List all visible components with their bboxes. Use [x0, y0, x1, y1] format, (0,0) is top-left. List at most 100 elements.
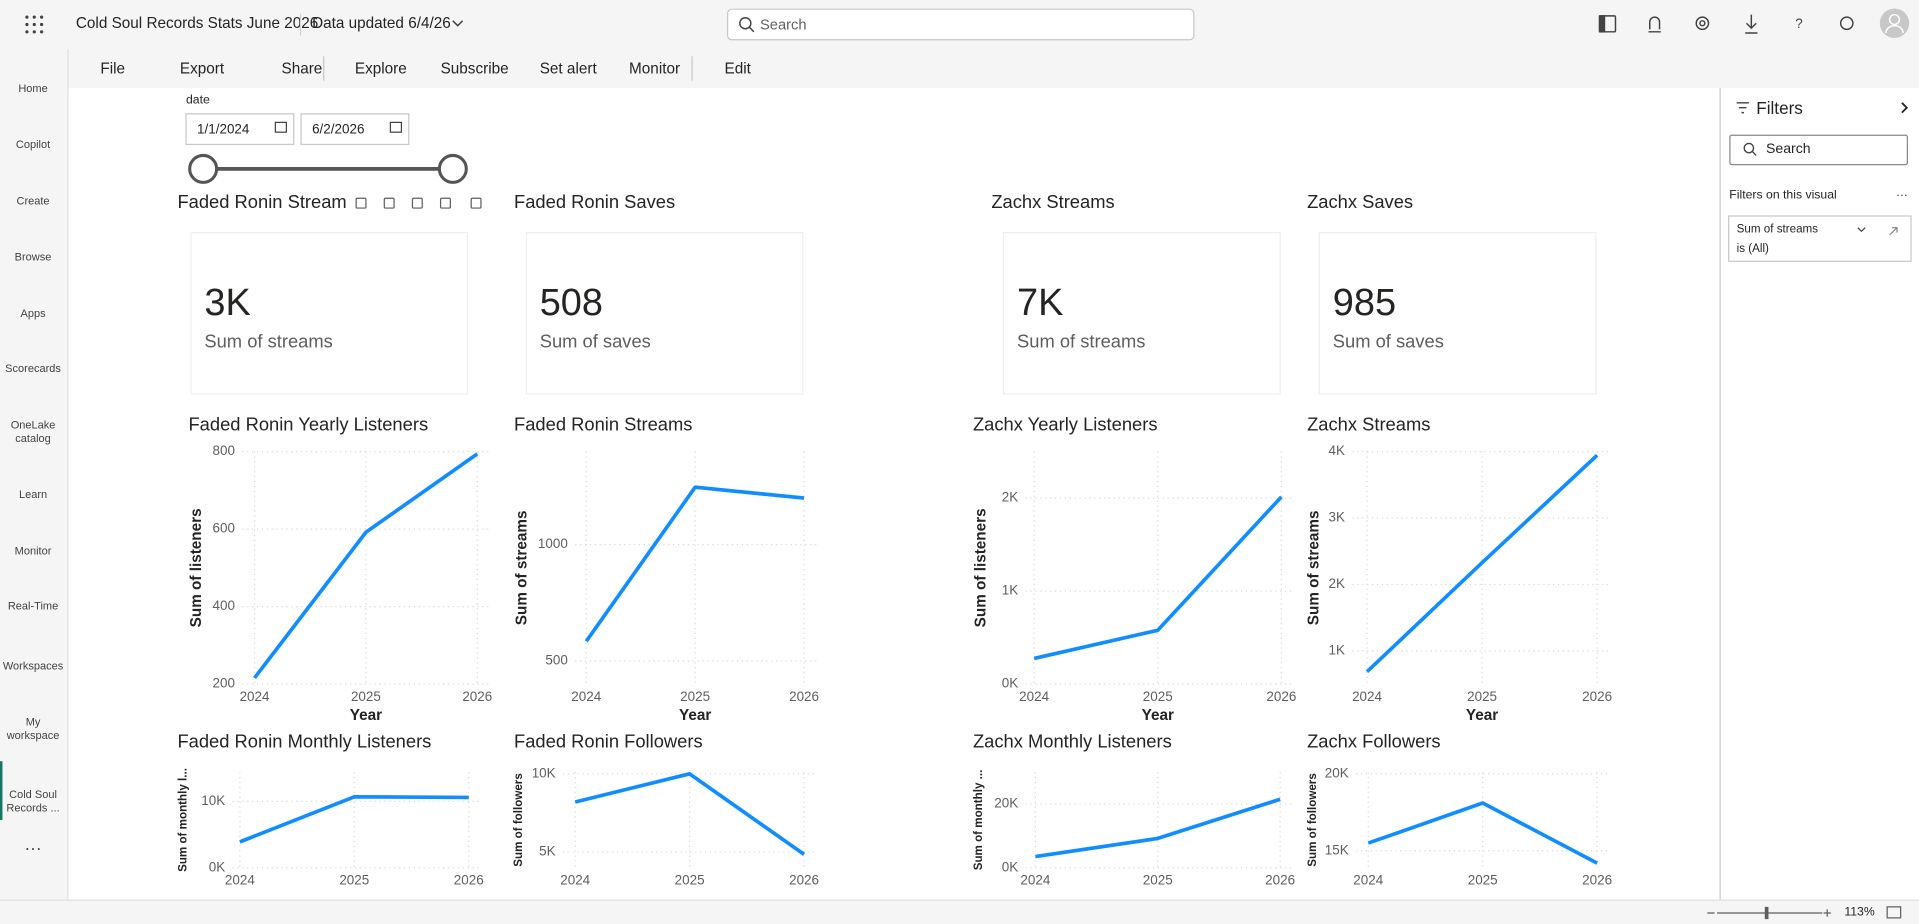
slider-handle[interactable] [188, 153, 219, 184]
top-right-icons: ? [1598, 8, 1910, 38]
share-icon[interactable] [1839, 16, 1854, 31]
x-tick-label: 2026 [1265, 873, 1295, 888]
filter-card[interactable]: Sum of streams is (All) [1728, 215, 1912, 262]
settings-icon[interactable] [1695, 16, 1710, 31]
chart-title: Zachx Yearly Listeners [973, 414, 1158, 435]
x-axis-title: Year [1142, 707, 1174, 724]
report-title[interactable]: Cold Soul Records Stats June 2026 [75, 14, 319, 32]
y-tick-label: 1K [1329, 642, 1345, 657]
y-tick-label: 5K [539, 844, 555, 859]
toolbar-button[interactable]: Monitor [629, 59, 681, 78]
visual-header-icon[interactable] [470, 197, 482, 209]
chart-title: Faded Ronin Streams [514, 414, 692, 435]
x-axis-title: Year [1466, 707, 1498, 724]
filters-search-placeholder: Search [1766, 141, 1811, 157]
search-placeholder: Search [760, 15, 807, 34]
report-page: date 1/1/2024 6/2/2026 Faded Ronin Stream 3K… [177, 93, 1612, 888]
x-tick-label: 2024 [560, 873, 590, 888]
nav-label[interactable]: Scorecards [5, 362, 61, 375]
filter-icon [1736, 102, 1749, 114]
more-options[interactable]: … [1895, 186, 1908, 200]
download-icon[interactable] [1745, 14, 1758, 34]
toolbar-button[interactable]: Share [281, 59, 323, 78]
x-axis-title: Year [679, 707, 711, 724]
toolbar-button[interactable]: File [100, 59, 126, 78]
nav-label[interactable]: Real-Time [7, 599, 59, 612]
nav-label[interactable]: Monitor [14, 544, 52, 557]
card [1002, 231, 1281, 395]
left-nav: Home Copilot Create Browse Apps Scorecards One… [0, 48, 69, 900]
search-box[interactable]: Search [726, 8, 1195, 41]
nav-label[interactable]: Apps [20, 307, 46, 320]
calendar-icon[interactable] [274, 121, 287, 133]
card-label: Sum of streams [204, 331, 332, 352]
x-tick-label: 2025 [339, 873, 369, 888]
y-tick-label: 10K [532, 765, 556, 780]
x-tick-label: 2025 [1143, 873, 1173, 888]
nav-label[interactable]: Cold Soul Records ... [6, 788, 60, 814]
x-tick-label: 2026 [1582, 689, 1612, 704]
filters-section-title: Filters on this visual [1729, 188, 1837, 202]
filters-pane: Filters Search Filters on this visual … … [1719, 88, 1919, 900]
data-updated[interactable]: Data updated 6/4/26 [312, 14, 451, 32]
visual-header-icon[interactable] [383, 197, 395, 209]
bell-icon[interactable] [1648, 16, 1661, 33]
slider-handle[interactable] [437, 153, 468, 184]
y-axis-title: Sum of followers [1306, 773, 1319, 867]
nav-more[interactable]: ··· [24, 838, 42, 858]
toolbar-button[interactable]: Explore [354, 59, 407, 78]
y-tick-label: 3K [1329, 510, 1345, 525]
svg-text:?: ? [1795, 16, 1802, 31]
date-value: 1/1/2024 [197, 121, 250, 136]
app-launcher[interactable] [24, 15, 44, 35]
visual-header-icon[interactable] [439, 197, 451, 209]
y-tick-label: 20K [994, 796, 1018, 811]
nav-label[interactable]: Workspaces [2, 659, 64, 672]
y-axis-title: Sum of monthly l... [177, 768, 190, 872]
nav-label[interactable]: Learn [18, 488, 48, 501]
toolbar-button[interactable]: Set alert [539, 59, 597, 78]
chart-title: Zachx Streams [1307, 414, 1430, 435]
filters-search[interactable]: Search [1729, 134, 1908, 166]
separator [323, 56, 325, 81]
y-tick-label: 0K [1002, 676, 1018, 691]
card-label: Sum of saves [1333, 331, 1444, 352]
x-tick-label: 2026 [1582, 873, 1612, 888]
card-label: Sum of streams [1017, 331, 1145, 352]
zoom-slider[interactable] [1705, 906, 1834, 921]
nav-label[interactable]: Browse [14, 250, 52, 264]
y-tick-label: 400 [213, 598, 235, 613]
x-tick-label: 2024 [225, 873, 255, 888]
x-tick-label: 2025 [1467, 689, 1497, 704]
nav-label[interactable]: OneLake catalog [10, 418, 56, 445]
data-line [253, 452, 479, 680]
y-tick-label: 2K [1002, 490, 1018, 505]
chevron [452, 20, 464, 27]
chart-title: Faded Ronin Yearly Listeners [188, 414, 428, 435]
y-tick-label: 500 [545, 652, 567, 667]
nav-label[interactable]: Create [16, 194, 50, 207]
visual-header-icon[interactable] [355, 197, 367, 209]
toolbar-button[interactable]: Edit [724, 59, 751, 78]
chart-title: Faded Ronin Monthly Listeners [177, 731, 431, 752]
avatar[interactable] [1879, 8, 1910, 38]
data-line [574, 771, 806, 856]
zoom-level: 113% [1844, 905, 1875, 920]
chart-title: Faded Ronin Followers [514, 731, 703, 752]
nav-label[interactable]: My workspace [6, 715, 60, 742]
search-icon [1743, 142, 1757, 156]
y-tick-label: 0K [209, 859, 225, 874]
card [1318, 231, 1597, 395]
x-tick-label: 2024 [1019, 689, 1049, 704]
card-value: 985 [1333, 282, 1396, 324]
toolbar-button[interactable]: Subscribe [440, 59, 509, 78]
calendar-icon[interactable] [389, 121, 403, 133]
fit-page-icon[interactable] [1886, 906, 1903, 921]
visual-header-icon[interactable] [411, 197, 423, 209]
collapse-arrow[interactable] [1898, 100, 1910, 115]
nav-label[interactable]: Home [18, 81, 48, 95]
nav-label[interactable]: Copilot [15, 138, 51, 151]
toolbar-button[interactable]: Export [179, 59, 225, 78]
y-tick-label: 10K [201, 793, 225, 808]
